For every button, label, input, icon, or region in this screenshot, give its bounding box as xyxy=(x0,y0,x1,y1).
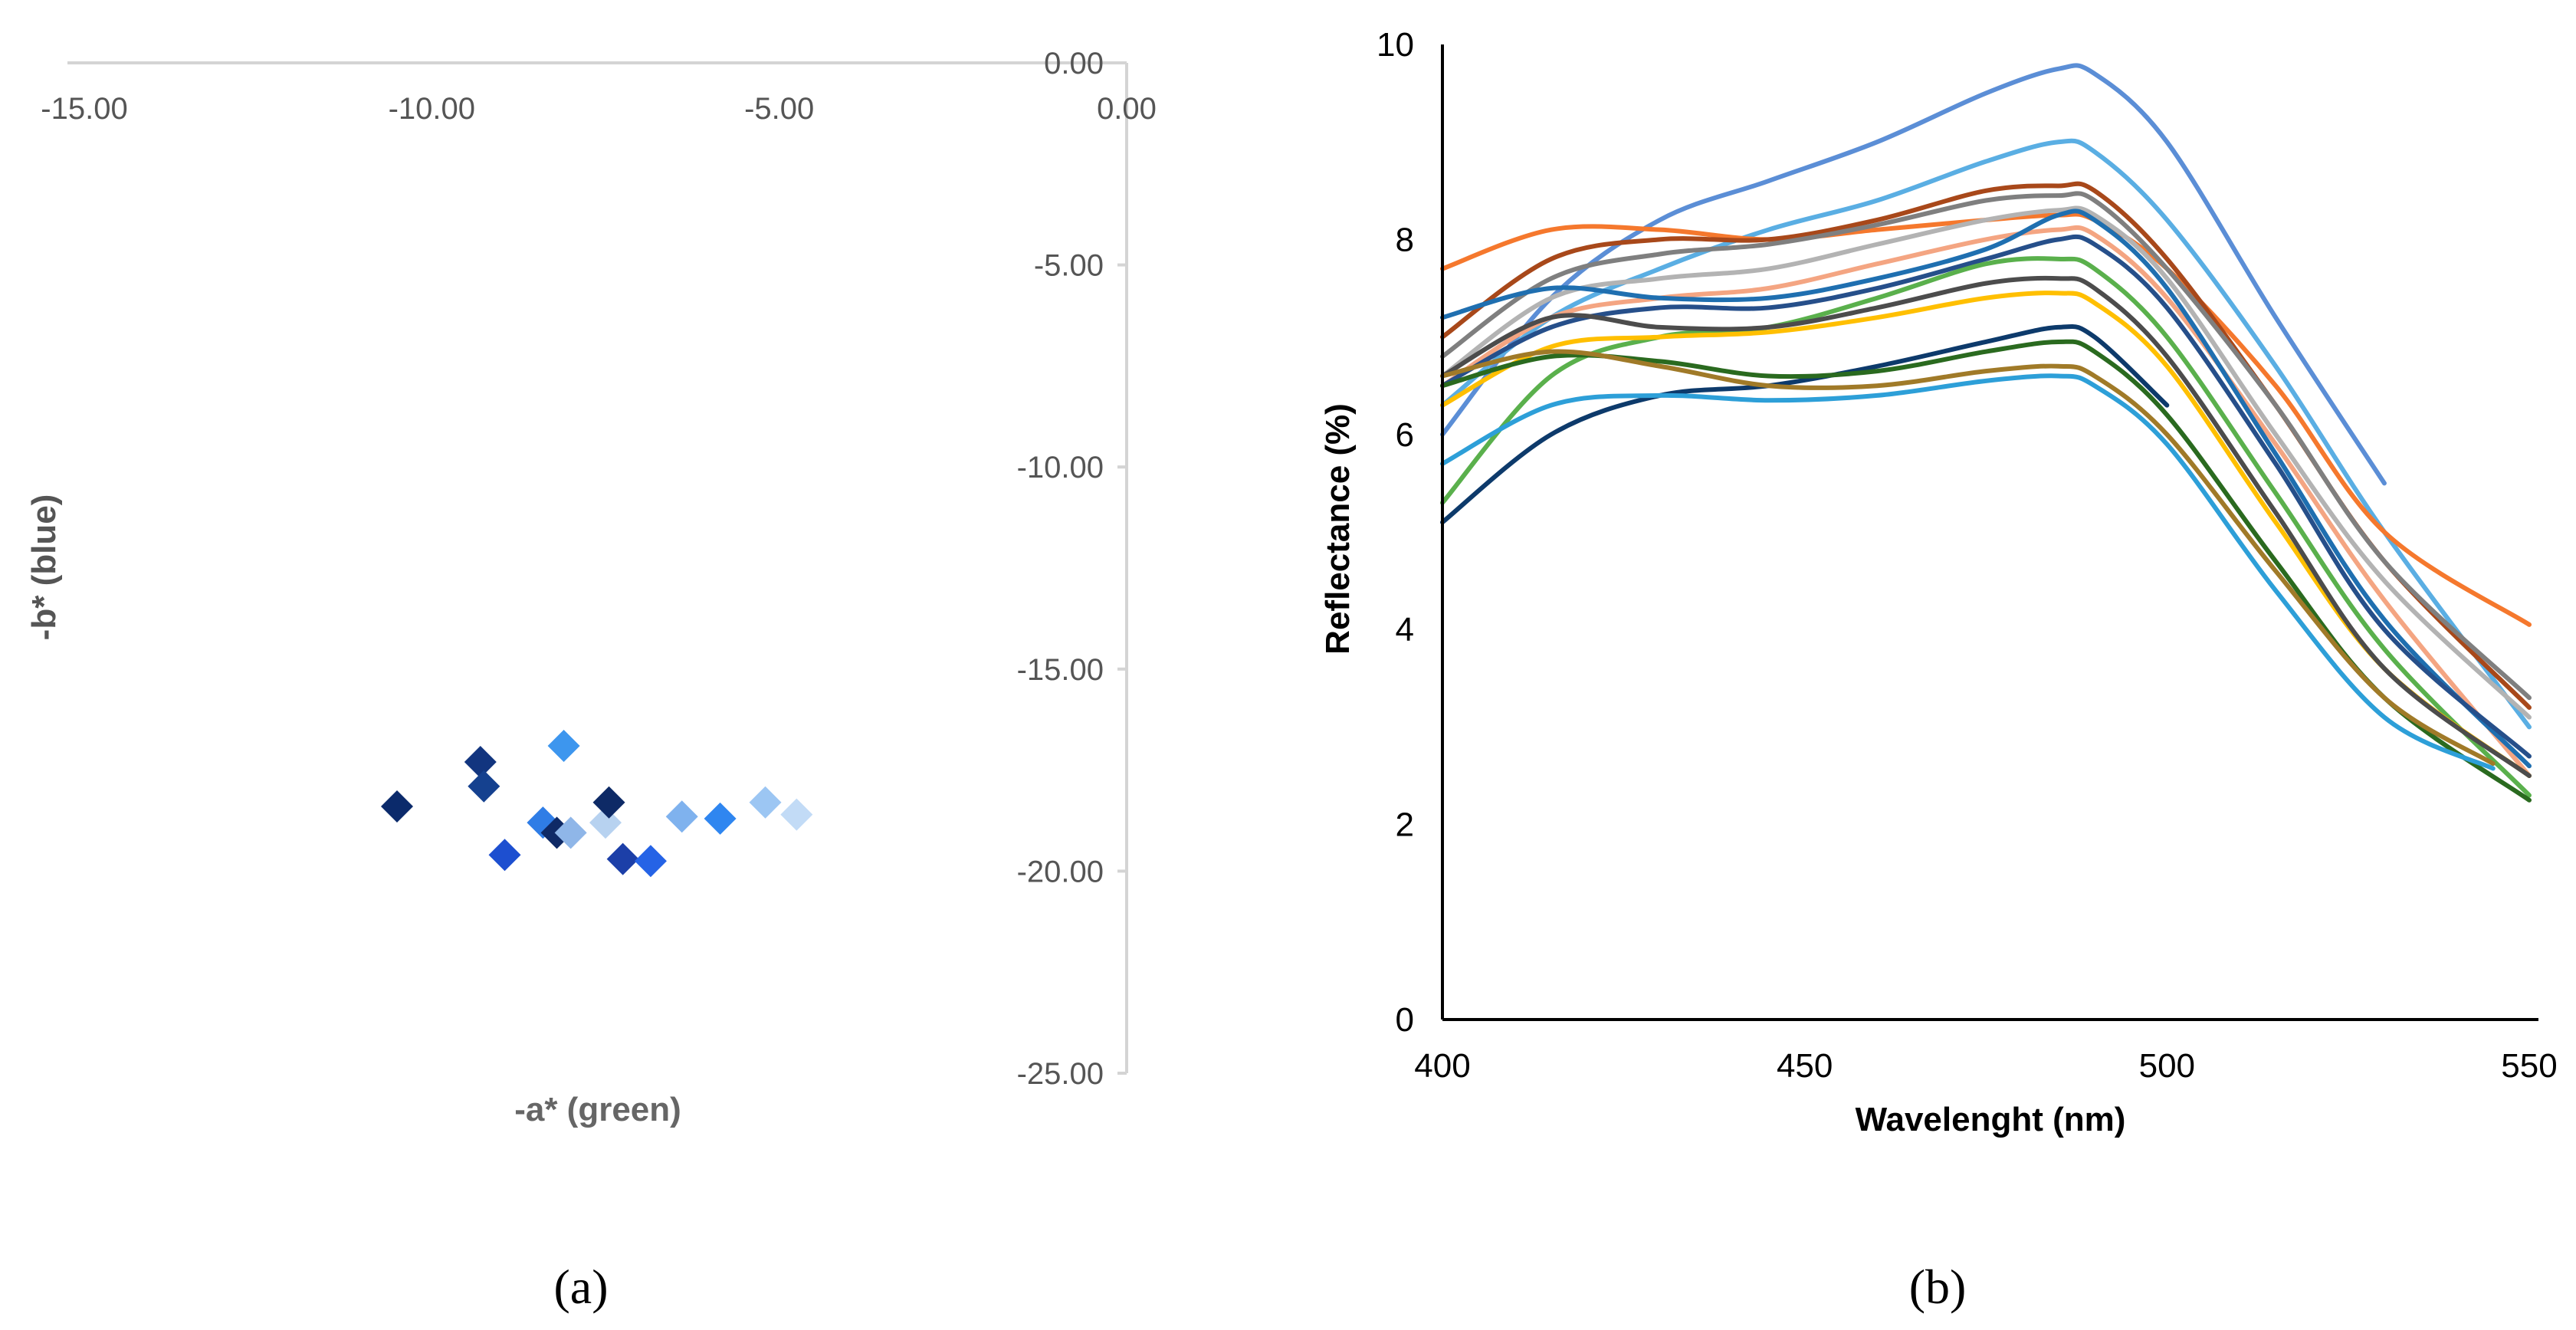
scatter-point xyxy=(488,839,521,872)
x-tick-label: 500 xyxy=(2139,1047,2195,1085)
line-chart: 400 450 500 550 0 2 4 6 8 10 Wavelenght (nm) Ref… xyxy=(1319,26,2558,1138)
y-tick-labels: 0.00 -5.00 -10.00 -15.00 -20.00 -25.00 xyxy=(1017,47,1127,1091)
x-tick-label: -10.00 xyxy=(389,92,475,126)
y-tick-label: 8 xyxy=(1396,221,1414,258)
y-axis-label: -b* (blue) xyxy=(25,494,63,641)
scatter-chart: -15.00 -10.00 -5.00 0.00 0.00-5.00-10.00-15… xyxy=(25,47,1157,1128)
scatter-point xyxy=(606,842,639,875)
series-line-s2 xyxy=(1440,138,2532,730)
scatter-point xyxy=(592,786,625,819)
y-tick-label: 0 xyxy=(1396,1001,1414,1039)
line-series xyxy=(1440,63,2532,803)
x-tick-label: 400 xyxy=(1414,1047,1470,1085)
scatter-point xyxy=(464,746,497,779)
scatter-point xyxy=(381,790,413,823)
y-tick-label: -5.00 xyxy=(1034,249,1104,283)
scatter-point xyxy=(547,729,580,762)
series-line-s14 xyxy=(1440,339,2532,803)
x-axis-label: -a* (green) xyxy=(514,1091,681,1128)
x-tick-label: -15.00 xyxy=(41,92,127,126)
y-tick-label: 0.00 xyxy=(1044,47,1104,80)
scatter-point xyxy=(589,806,622,839)
y-tick-label: 2 xyxy=(1396,806,1414,844)
x-tick-label: 0.00 xyxy=(1097,92,1157,126)
scatter-point xyxy=(554,816,587,849)
y-tick-label: 10 xyxy=(1377,26,1414,64)
y-tick-label: -25.00 xyxy=(1017,1057,1104,1091)
y-tick-label: 4 xyxy=(1396,611,1414,649)
scatter-point xyxy=(468,770,500,803)
series-line-s1 xyxy=(1440,63,2387,486)
y-tick-label: -20.00 xyxy=(1017,855,1104,888)
scatter-point xyxy=(749,786,782,819)
x-tick-label: 450 xyxy=(1777,1047,1833,1085)
scatter-point xyxy=(780,798,813,831)
x-axis-label: Wavelenght (nm) xyxy=(1856,1101,2126,1138)
y-tick-labels: 0 2 4 6 8 10 xyxy=(1377,26,1414,1039)
scatter-point xyxy=(665,800,698,833)
series-line-s16 xyxy=(1440,373,2496,771)
series-line-s9 xyxy=(1440,234,2532,759)
series-line-s8 xyxy=(1440,209,2532,769)
scatter-point xyxy=(634,845,667,878)
series-line-s10 xyxy=(1440,256,2532,798)
series-line-s12 xyxy=(1440,275,2532,778)
panel-label-b: (b) xyxy=(1909,1259,1967,1314)
y-tick-label: -15.00 xyxy=(1017,653,1104,687)
scatter-points xyxy=(381,729,813,878)
series-line-s3 xyxy=(1440,212,2532,627)
x-tick-labels: -15.00 -10.00 -5.00 0.00 xyxy=(41,92,1157,126)
x-tick-label: 550 xyxy=(2501,1047,2557,1085)
series-line-s5 xyxy=(1440,191,2532,701)
x-tick-labels: 400 450 500 550 xyxy=(1414,1047,2557,1085)
y-axis-label: Reflectance (%) xyxy=(1319,403,1357,655)
x-tick-label: -5.00 xyxy=(744,92,814,126)
panel-label-a: (a) xyxy=(553,1259,608,1314)
y-tick-label: -10.00 xyxy=(1017,451,1104,484)
y-tick-label: 6 xyxy=(1396,416,1414,454)
series-line-s6 xyxy=(1440,205,2532,720)
series-line-s15 xyxy=(1440,349,2496,767)
series-line-s11 xyxy=(1440,291,2532,778)
scatter-point xyxy=(704,802,737,835)
